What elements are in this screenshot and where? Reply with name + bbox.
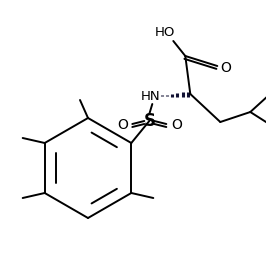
Text: S: S xyxy=(143,112,155,130)
Text: O: O xyxy=(171,118,182,132)
Text: HO: HO xyxy=(155,25,176,39)
Text: O: O xyxy=(220,61,231,75)
Text: HN: HN xyxy=(140,89,160,103)
Text: O: O xyxy=(117,118,128,132)
